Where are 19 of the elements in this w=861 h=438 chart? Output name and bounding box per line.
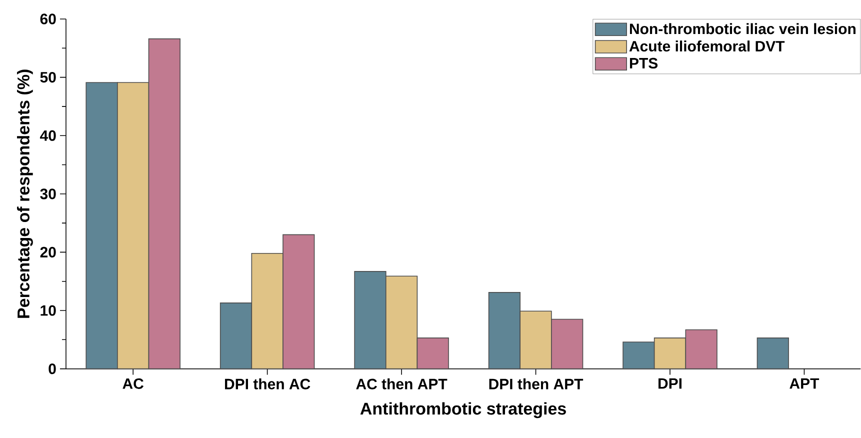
- x-tick-label: AC then APT: [356, 378, 448, 390]
- x-axis-title: Antithrombotic strategies: [360, 402, 566, 418]
- y-tick-label: 40: [40, 130, 56, 142]
- y-axis-title: Percentage of respondents (%): [17, 70, 33, 318]
- y-tick-label: 20: [40, 247, 56, 258]
- bar: [756, 338, 789, 370]
- y-tick-label: 30: [40, 188, 56, 200]
- x-tick-label: DPI: [658, 378, 682, 389]
- x-tick-label: APT: [790, 378, 820, 389]
- x-tick-label: DPI then APT: [489, 378, 584, 390]
- y-tick-label: 10: [40, 305, 56, 316]
- y-tick-label: 0: [48, 364, 56, 374]
- y-tick-label: 50: [40, 72, 56, 83]
- x-tick-label: DPI then AC: [225, 378, 310, 390]
- y-tick-label: 60: [40, 14, 56, 24]
- legend-label: Acute iliofemoral DVT: [629, 40, 785, 52]
- legend-label: PTS: [630, 58, 658, 69]
- legend-label: Non-thrombotic iliac vein lesion: [630, 23, 856, 34]
- x-tick-label: AC: [122, 378, 144, 390]
